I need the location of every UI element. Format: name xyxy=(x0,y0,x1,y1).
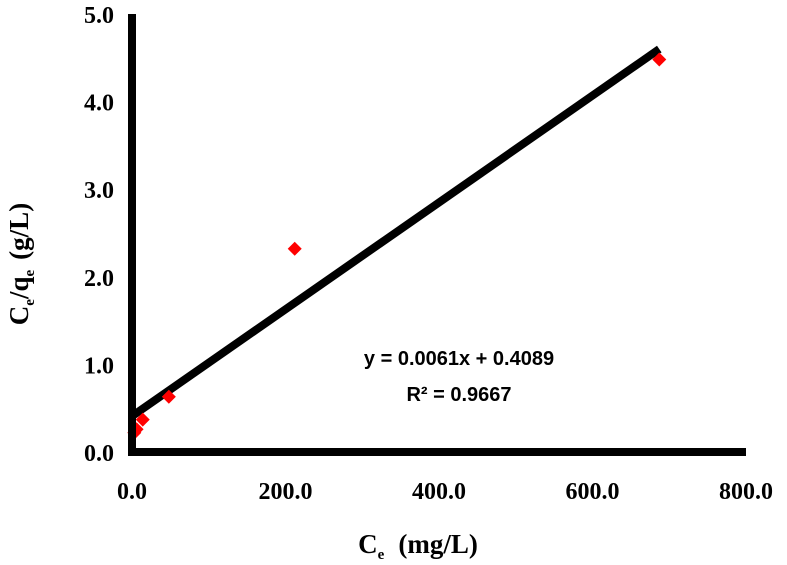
x-tick-labels: 0.0 200.0 400.0 600.0 800.0 xyxy=(117,479,773,505)
data-point xyxy=(287,241,302,256)
x-tick-label: 200.0 xyxy=(259,479,313,505)
trendline xyxy=(129,45,662,420)
data-points xyxy=(127,52,667,440)
data-point xyxy=(161,389,176,404)
trendline-equation: y = 0.0061x + 0.4089 xyxy=(364,348,554,370)
y-axis-title: Ce/qe (g/L) xyxy=(4,203,38,325)
y-axis-title-c: C xyxy=(4,306,34,326)
y-axis-title-c-sub: e xyxy=(22,299,38,306)
x-axis-title-sub: e xyxy=(378,547,385,563)
x-tick-label: 600.0 xyxy=(566,479,620,505)
x-tick-label: 800.0 xyxy=(719,479,773,505)
y-tick-label: 5.0 xyxy=(84,3,114,29)
y-axis-title-q: /q xyxy=(4,276,34,300)
y-axis-title-units: (g/L) xyxy=(4,203,34,260)
y-tick-label: 0.0 xyxy=(84,441,114,467)
axes xyxy=(128,14,746,456)
trendline-r-squared: R² = 0.9667 xyxy=(406,384,511,406)
y-tick-label: 3.0 xyxy=(84,178,114,204)
x-tick-label: 400.0 xyxy=(412,479,466,505)
data-point xyxy=(652,52,667,67)
y-tick-label: 4.0 xyxy=(84,91,114,117)
y-axis-title-q-sub: e xyxy=(22,269,38,276)
data-point xyxy=(135,412,150,427)
y-tick-label: 1.0 xyxy=(84,353,114,379)
x-tick-label: 0.0 xyxy=(117,479,147,505)
trendline-layer xyxy=(129,45,662,420)
x-axis-title-c: C xyxy=(358,529,378,559)
y-tick-label: 2.0 xyxy=(84,266,114,292)
y-tick-labels: 0.0 1.0 2.0 3.0 4.0 5.0 xyxy=(84,3,114,467)
x-axis-title-units: (mg/L) xyxy=(398,529,477,559)
x-axis-title: Ce (mg/L) xyxy=(358,529,478,563)
